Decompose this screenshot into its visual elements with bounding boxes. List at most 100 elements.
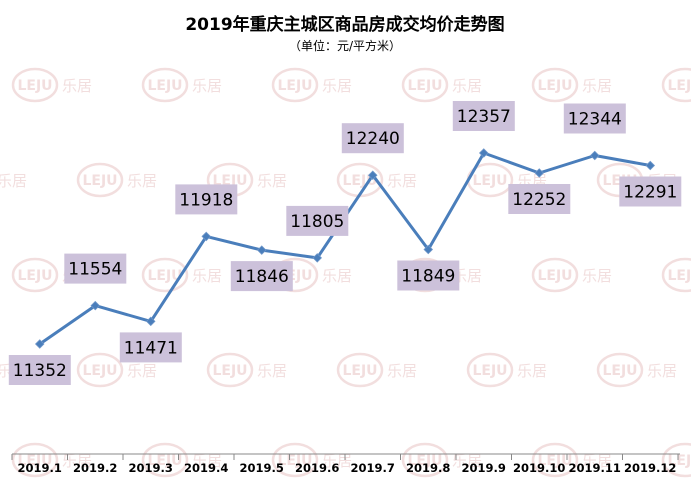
svg-text:LEJU: LEJU [537, 453, 572, 469]
leju-watermark: LEJU 乐居 [271, 67, 352, 103]
data-point-marker [423, 244, 434, 255]
data-label-background [64, 253, 127, 284]
data-label-background [286, 205, 349, 236]
svg-text:乐居: 乐居 [192, 452, 222, 470]
data-label: 11849 [397, 260, 460, 291]
svg-text:LEJU: LEJU [17, 453, 52, 469]
svg-text:乐居: 乐居 [322, 267, 352, 285]
data-label: 12240 [341, 123, 404, 154]
x-axis-labels: 2019.1 2019.2 2019.3 2019.4 2019.5 2019.6 2019… [18, 461, 677, 475]
svg-text:LEJU: LEJU [342, 363, 377, 379]
svg-text:LEJU: LEJU [82, 363, 117, 379]
data-point-marker [312, 253, 323, 263]
leju-watermark: LEJU 乐居 [11, 67, 92, 103]
data-point-marker [589, 150, 600, 161]
data-label: 12291 [619, 176, 682, 207]
x-tick-label: 2019.1 [18, 461, 62, 475]
svg-text:LEJU: LEJU [17, 78, 52, 94]
svg-text:乐居: 乐居 [452, 452, 482, 470]
x-axis-ticks [11, 454, 679, 460]
svg-text:LEJU: LEJU [82, 173, 117, 189]
svg-text:LEJU: LEJU [407, 453, 442, 469]
data-label-background [563, 103, 626, 134]
svg-text:乐居: 乐居 [452, 77, 482, 95]
data-label-value: 11846 [235, 267, 289, 287]
svg-text:乐居: 乐居 [322, 77, 352, 95]
svg-text:LEJU: LEJU [17, 268, 52, 284]
data-label-value: 11554 [68, 260, 122, 280]
svg-text:乐居: 乐居 [257, 172, 287, 190]
leju-watermark: LEJU 乐居 [141, 257, 222, 293]
svg-text:乐居: 乐居 [452, 267, 482, 285]
svg-text:乐居: 乐居 [0, 172, 27, 190]
x-tick-label: 2019.9 [462, 461, 506, 475]
svg-text:LEJU: LEJU [277, 453, 312, 469]
data-label-background [175, 184, 238, 215]
svg-text:LEJU: LEJU [602, 363, 637, 379]
svg-text:LEJU: LEJU [147, 78, 182, 94]
data-label-background [452, 101, 515, 131]
svg-text:乐居: 乐居 [62, 77, 92, 95]
data-label-background [619, 176, 682, 207]
data-label: 11805 [286, 205, 349, 236]
data-label-background [397, 260, 460, 291]
svg-text:LEJU: LEJU [342, 173, 377, 189]
data-label-value: 11352 [13, 361, 67, 381]
svg-text:乐居: 乐居 [192, 267, 222, 285]
data-label: 11471 [119, 332, 182, 363]
svg-text:乐居: 乐居 [582, 77, 612, 95]
leju-watermark: LEJU 乐居 [401, 67, 482, 103]
data-point-marker [34, 339, 45, 349]
x-tick-label: 2019.11 [569, 461, 621, 475]
svg-text:乐居: 乐居 [192, 77, 222, 95]
svg-text:乐居: 乐居 [582, 452, 612, 470]
svg-text:LEJU: LEJU [472, 173, 507, 189]
data-label-background [8, 355, 71, 385]
watermark-layer: LEJU 乐居 LEJU 乐居 LEJU 乐居 LEJU 乐居 LEJU 乐居 LEJU 乐居 LEJU… [0, 67, 691, 478]
data-label-value: 11849 [401, 267, 455, 287]
data-label: 12344 [563, 103, 626, 134]
data-point-marker [478, 148, 489, 158]
data-label-background [508, 184, 571, 214]
x-tick-label: 2019.7 [351, 461, 395, 475]
svg-text:LEJU: LEJU [537, 268, 572, 284]
svg-text:LEJU: LEJU [667, 453, 691, 469]
data-label: 11352 [8, 355, 71, 385]
leju-watermark: LEJU 乐居 [401, 442, 482, 478]
x-tick-label: 2019.6 [295, 461, 339, 475]
svg-text:LEJU: LEJU [147, 268, 182, 284]
svg-text:乐居: 乐居 [127, 172, 157, 190]
svg-text:LEJU: LEJU [537, 78, 572, 94]
data-point-marker [534, 168, 545, 178]
leju-watermark: LEJU 乐居 [141, 67, 222, 103]
x-tick-label: 2019.3 [129, 461, 173, 475]
data-label-value: 12252 [512, 190, 566, 210]
data-point-marker [201, 231, 212, 242]
svg-text:LEJU: LEJU [407, 78, 442, 94]
data-label: 11918 [175, 184, 238, 215]
svg-text:乐居: 乐居 [387, 362, 417, 380]
data-label-background [341, 123, 404, 154]
data-label-value: 12344 [568, 110, 622, 130]
svg-text:LEJU: LEJU [277, 78, 312, 94]
x-tick-label: 2019.2 [73, 461, 117, 475]
data-point-marker [256, 245, 267, 255]
chart-subtitle: （单位：元/平方米） [289, 38, 401, 53]
leju-watermark: LEJU 乐居 [531, 442, 612, 478]
data-point-marker [90, 300, 101, 311]
data-label: 12357 [452, 101, 515, 131]
data-label-background [230, 261, 293, 292]
data-point-marker [645, 160, 656, 171]
chart-title: 2019年重庆主城区商品房成交均价走势图 [185, 14, 504, 35]
svg-text:LEJU: LEJU [667, 268, 691, 284]
x-tick-label: 2019.12 [624, 461, 676, 475]
data-label-value: 12291 [623, 183, 677, 203]
x-tick-label: 2019.8 [406, 461, 450, 475]
leju-watermark: LEJU 乐居 [531, 67, 612, 103]
